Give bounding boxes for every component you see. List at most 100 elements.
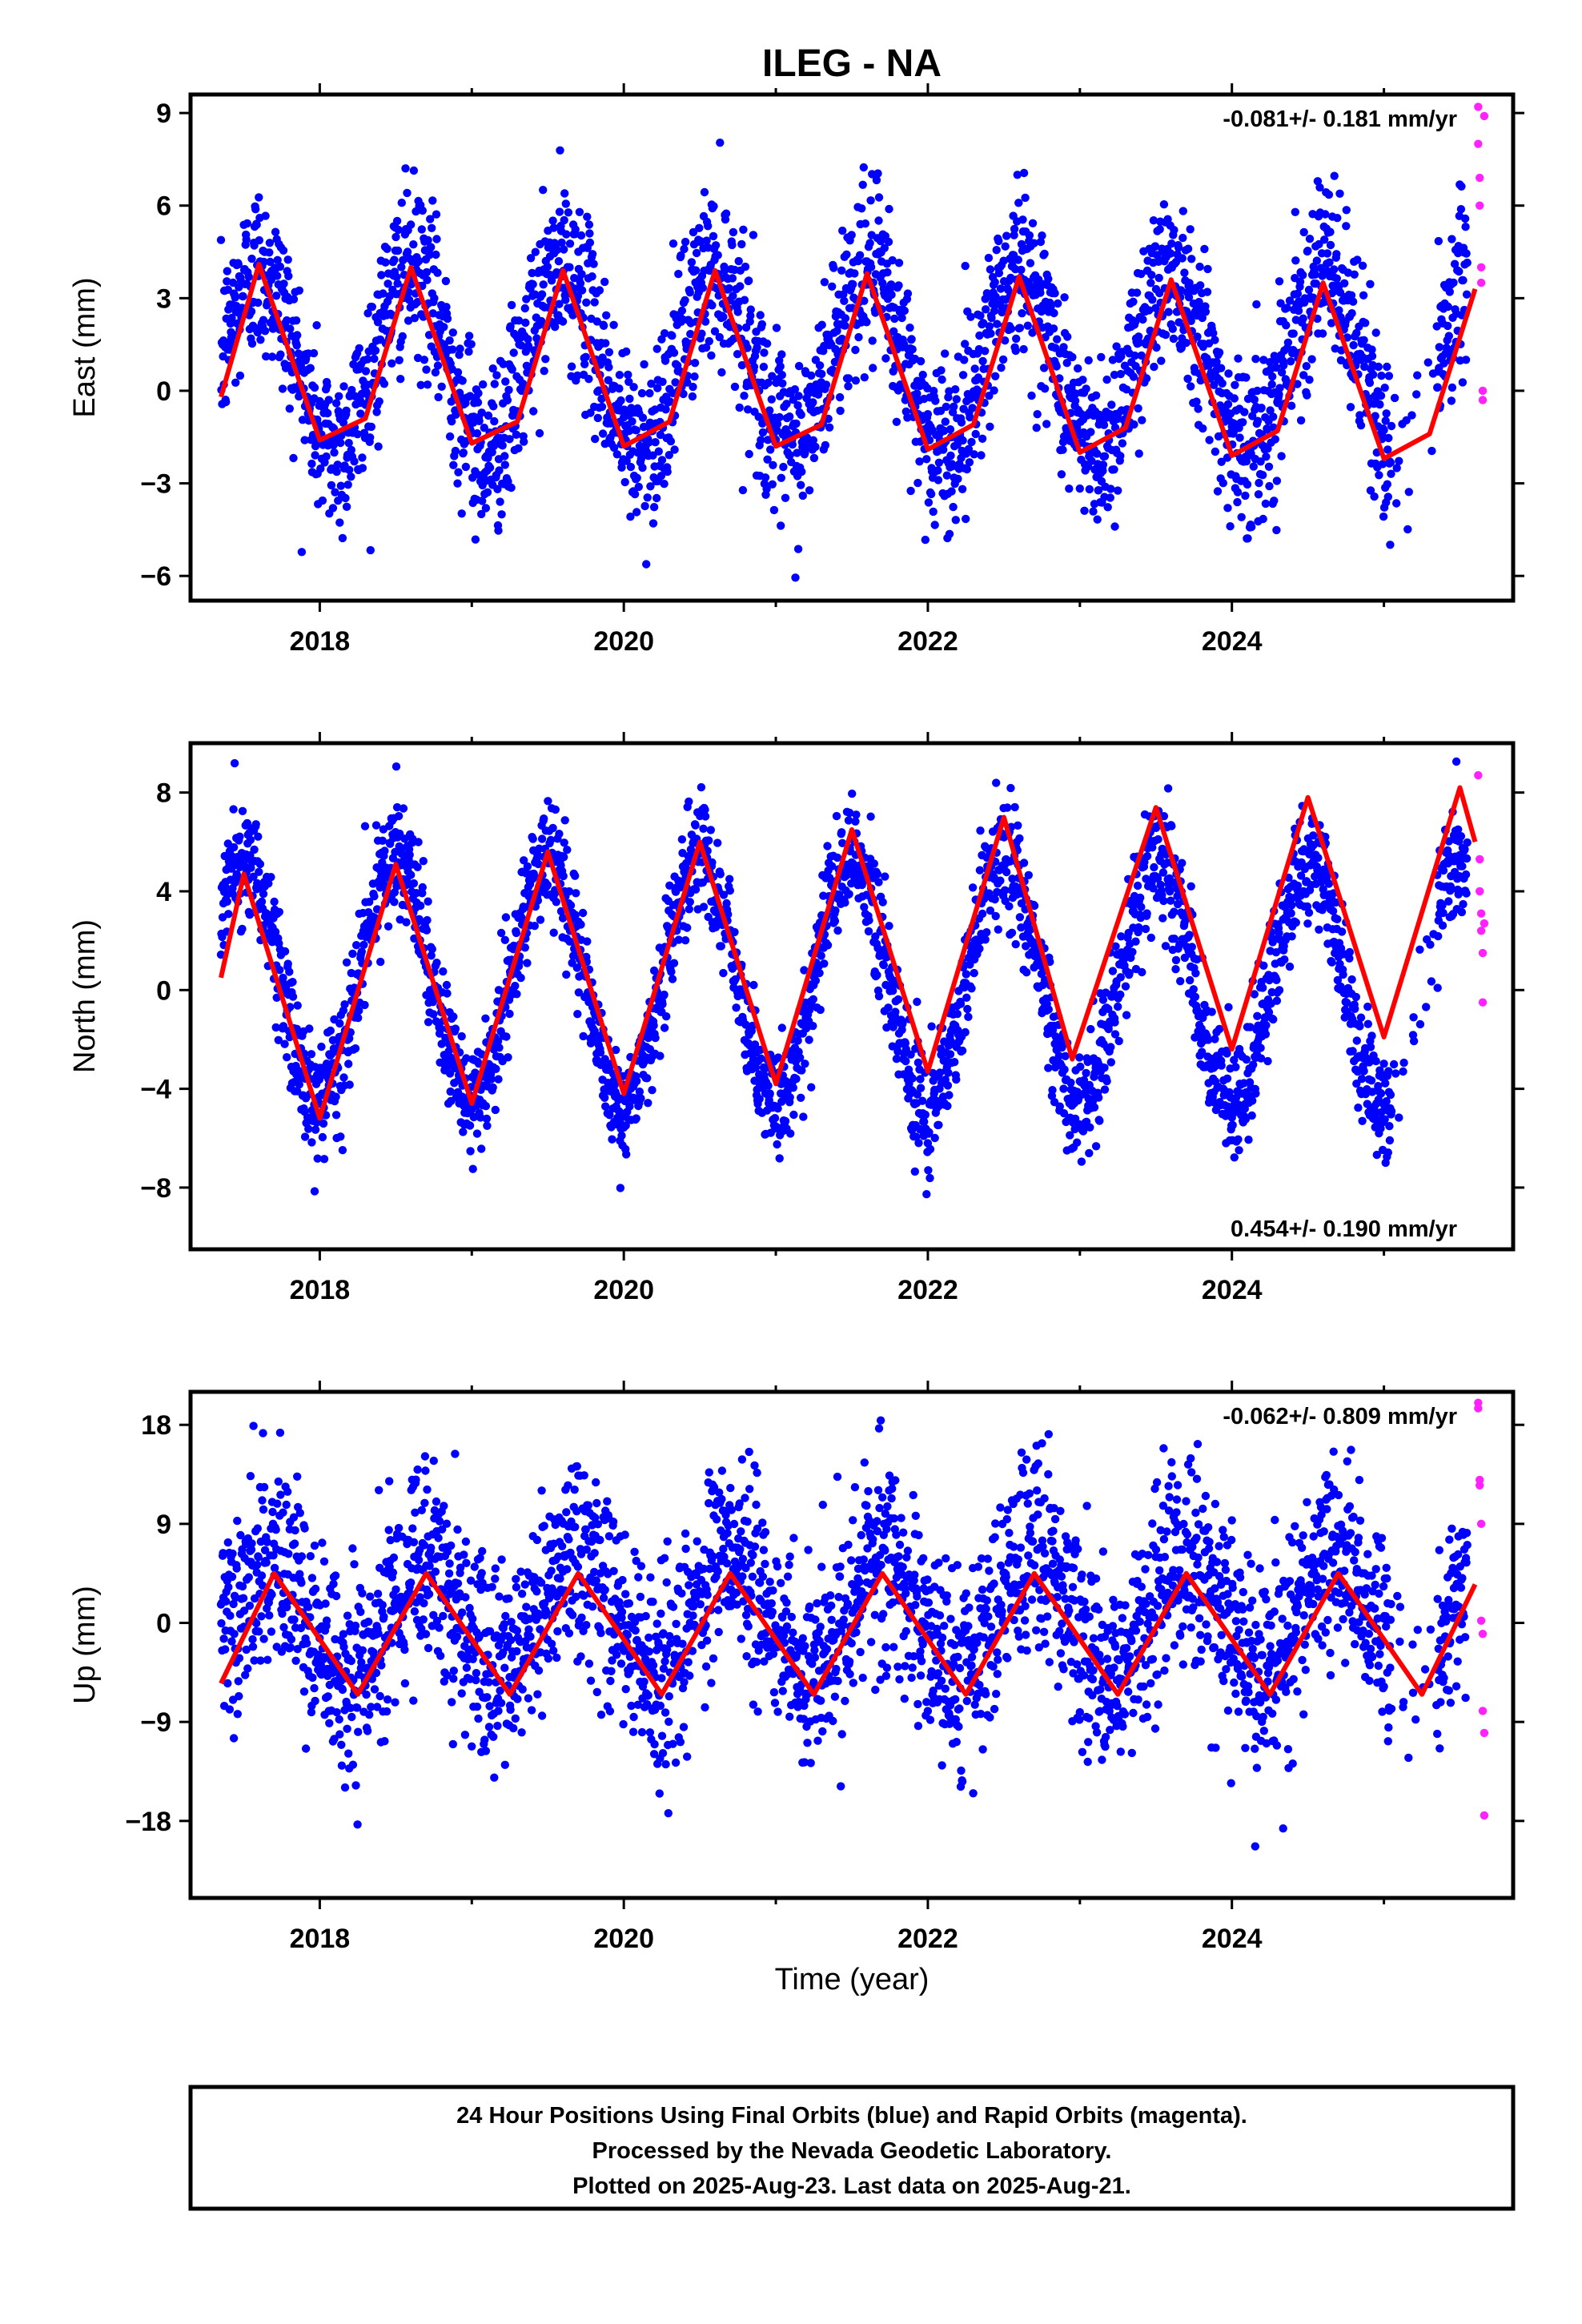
final-point (549, 928, 558, 937)
final-point (1022, 942, 1030, 951)
final-point (1024, 870, 1034, 880)
final-point (797, 480, 805, 489)
final-point (800, 966, 809, 975)
final-point (702, 236, 711, 245)
final-point (866, 812, 875, 821)
final-point (1129, 297, 1138, 306)
final-point (781, 1116, 790, 1126)
final-point (496, 928, 506, 938)
final-point (284, 271, 293, 280)
final-point (649, 966, 659, 975)
final-point (1002, 867, 1011, 877)
final-point (418, 206, 427, 215)
final-point (907, 335, 916, 344)
final-point (978, 434, 987, 443)
final-point (275, 262, 285, 271)
final-point (922, 455, 931, 464)
final-point (471, 535, 480, 544)
final-point (978, 319, 988, 328)
final-point (1018, 309, 1026, 318)
final-point (288, 978, 297, 987)
final-point (283, 316, 291, 325)
final-point (555, 830, 564, 838)
rate-annotation: -0.081+/- 0.181 mm/yr (1223, 107, 1457, 132)
final-point (1352, 328, 1361, 338)
final-point (942, 471, 952, 480)
final-point (966, 312, 975, 321)
final-point (300, 436, 309, 444)
final-point (1060, 293, 1069, 302)
final-point (558, 317, 568, 326)
final-point (453, 479, 462, 488)
final-point (492, 1064, 500, 1074)
final-point (759, 362, 769, 372)
final-point (399, 804, 408, 813)
final-point (247, 307, 256, 316)
final-point (775, 1154, 784, 1163)
final-point (1032, 424, 1041, 432)
final-point (934, 1120, 943, 1130)
final-point (615, 384, 624, 393)
final-point (1085, 485, 1094, 494)
final-point (477, 509, 486, 519)
final-point (796, 1053, 805, 1063)
final-point (931, 396, 940, 405)
final-point (887, 290, 896, 300)
final-point (958, 436, 967, 445)
final-point (255, 193, 263, 202)
final-point (404, 316, 413, 325)
final-point (699, 824, 708, 834)
final-point (429, 1010, 438, 1019)
final-point (524, 341, 533, 351)
final-point (654, 447, 663, 456)
final-point (358, 464, 367, 472)
final-point (725, 283, 733, 293)
final-point (777, 473, 785, 482)
final-point (990, 895, 999, 904)
final-point (885, 204, 893, 214)
final-point (576, 279, 585, 287)
final-point (924, 498, 934, 507)
final-point (1036, 237, 1046, 247)
final-point (1295, 277, 1305, 287)
final-point (670, 445, 679, 454)
final-point (1287, 401, 1296, 410)
final-point (860, 373, 869, 382)
final-point (692, 248, 701, 258)
final-point (347, 445, 355, 455)
final-point (1103, 503, 1112, 512)
final-point (1052, 362, 1061, 371)
final-point (555, 207, 564, 216)
final-point (335, 392, 343, 400)
final-point (749, 231, 758, 239)
final-point (833, 327, 841, 336)
final-point (565, 239, 575, 248)
final-point (612, 450, 621, 459)
final-point (1254, 490, 1263, 499)
final-point (892, 1055, 901, 1063)
final-point (1262, 452, 1271, 461)
final-point (1340, 279, 1349, 287)
final-point (483, 1121, 492, 1131)
final-point (333, 460, 342, 469)
final-point (1110, 370, 1119, 380)
final-point (1355, 411, 1364, 420)
final-point (1039, 364, 1049, 372)
final-point (493, 1037, 503, 1046)
final-point (719, 968, 728, 978)
final-point (653, 384, 662, 392)
final-point (291, 316, 301, 325)
final-point (691, 821, 700, 830)
final-point (1027, 391, 1036, 400)
final-point (986, 265, 995, 274)
final-point (599, 321, 608, 330)
final-point (457, 1031, 466, 1041)
final-point (620, 477, 629, 487)
final-point (820, 278, 829, 287)
final-point (773, 420, 782, 428)
final-point (451, 1024, 460, 1033)
final-point (789, 1084, 797, 1092)
final-point (575, 207, 584, 216)
final-point (507, 483, 516, 493)
final-point (560, 853, 568, 862)
